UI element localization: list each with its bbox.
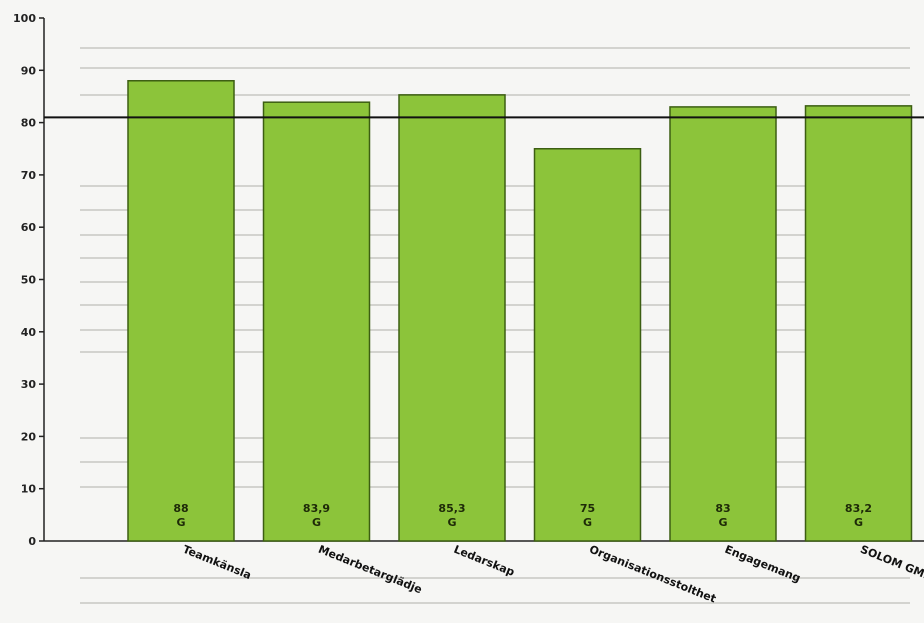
x-category-label: Organisationsstolthet [587, 543, 718, 606]
y-tick-label: 40 [21, 326, 37, 339]
bar [127, 80, 235, 542]
bar-grade-label: G [854, 516, 863, 529]
y-tick-label: 70 [21, 169, 37, 182]
y-tick-label: 30 [21, 378, 37, 391]
bar-grade-label: G [583, 516, 592, 529]
bar-grade-label: G [718, 516, 727, 529]
y-tick-label: 50 [21, 274, 37, 287]
y-tick-label: 20 [21, 430, 37, 443]
y-tick-label: 0 [28, 535, 36, 548]
bar [804, 105, 913, 542]
bar-grade-label: G [447, 516, 456, 529]
bar [398, 94, 506, 542]
bar [262, 101, 371, 542]
bar-grade-label: G [312, 516, 321, 529]
bar [669, 106, 777, 542]
bars-group [127, 80, 913, 542]
y-tick-label: 60 [21, 221, 37, 234]
x-category-label: SOLOM GMI [858, 543, 924, 582]
bar [533, 148, 642, 542]
x-category-label: Ledarskap [452, 543, 517, 579]
bar-value-label: 83,2 [845, 502, 872, 515]
y-tick-label: 90 [21, 64, 37, 77]
bar-grade-label: G [176, 516, 185, 529]
bar-value-label: 85,3 [438, 502, 465, 515]
y-tick-label: 100 [13, 12, 36, 25]
bar-value-label: 83,9 [303, 502, 330, 515]
bar-value-label: 83 [715, 502, 730, 515]
x-category-label: Medarbetarglädje [316, 543, 424, 597]
bar-value-label: 88 [173, 502, 188, 515]
y-tick-label: 10 [21, 483, 37, 496]
x-category-label: Teamkänsla [181, 543, 253, 582]
y-tick-label: 80 [21, 117, 37, 130]
bar-value-label: 75 [580, 502, 595, 515]
